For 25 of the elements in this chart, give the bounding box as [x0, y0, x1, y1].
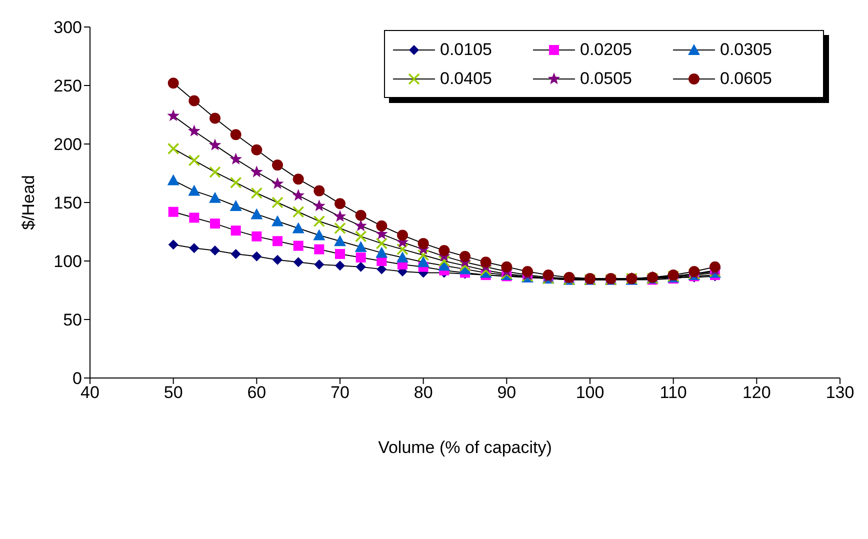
x-tick-label: 90 [497, 383, 516, 402]
x-tick-label: 40 [80, 383, 100, 402]
legend-label: 0.0505 [580, 68, 632, 88]
x-tick-label: 70 [330, 383, 350, 402]
legend-label: 0.0105 [440, 40, 492, 60]
x-tick-label: 130 [826, 383, 854, 402]
y-tick-label: 100 [54, 252, 82, 272]
legend-label: 0.0405 [440, 68, 492, 88]
y-tick-label: 200 [54, 135, 82, 154]
x-tick-label: 50 [164, 383, 183, 402]
y-tick-label: 0 [72, 369, 82, 388]
legend-label: 0.0605 [720, 68, 772, 88]
x-tick-label: 100 [576, 383, 604, 402]
legend-label: 0.0305 [720, 40, 772, 60]
y-axis-title: $/Head [19, 175, 38, 230]
y-tick-label: 300 [54, 18, 82, 38]
x-tick-label: 110 [660, 383, 687, 402]
legend-label: 0.0205 [580, 40, 632, 60]
y-tick-label: 250 [54, 76, 82, 96]
x-tick-label: 60 [247, 383, 266, 402]
y-tick-label: 150 [54, 194, 82, 213]
x-axis-title: Volume (% of capacity) [378, 438, 552, 457]
x-tick-label: 120 [742, 383, 771, 402]
y-tick-label: 50 [63, 310, 82, 330]
x-tick-label: 80 [414, 383, 433, 402]
